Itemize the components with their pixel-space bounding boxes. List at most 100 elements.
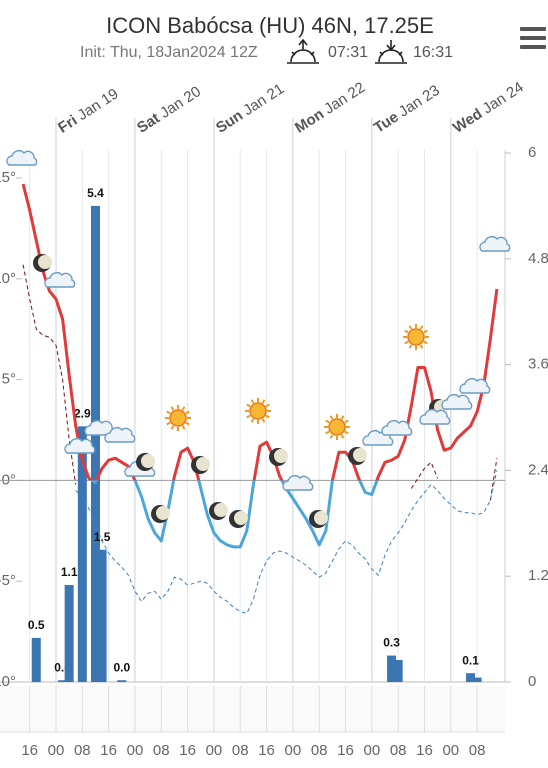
sun-ray xyxy=(166,421,171,426)
x-tick-label: 08 xyxy=(74,742,91,759)
sun-ray xyxy=(325,430,330,435)
moon-icon xyxy=(151,505,170,523)
cloud-icon xyxy=(44,272,76,288)
cloud-icon xyxy=(459,378,491,394)
menu-button[interactable] xyxy=(520,27,546,49)
moon-lit xyxy=(196,457,210,471)
sun-ray xyxy=(423,340,428,345)
sun-ray xyxy=(408,325,413,330)
cloud-shape xyxy=(104,427,136,443)
moon-icon xyxy=(348,447,367,465)
chart-title: ICON Babócsa (HU) 46N, 17.25E xyxy=(106,13,434,38)
sun-ray xyxy=(423,329,428,334)
moon-lit xyxy=(274,449,288,463)
moon-lit xyxy=(234,511,248,525)
sunset-icon xyxy=(375,40,407,64)
precip-bar xyxy=(77,426,87,682)
x-tick-label: 16 xyxy=(337,742,354,759)
sun-icon xyxy=(324,414,350,440)
cloud-icon xyxy=(419,409,451,425)
day-date: Jan 19 xyxy=(75,85,122,124)
x-tick-label: 08 xyxy=(469,742,486,759)
sun-ray xyxy=(250,399,255,404)
precip-bar xyxy=(90,205,100,682)
cloud-shape xyxy=(6,150,38,166)
x-tick-label: 00 xyxy=(363,742,380,759)
precip-bar xyxy=(31,637,41,682)
precip-bar xyxy=(58,680,68,682)
sun-disc xyxy=(328,418,346,436)
precip-label: 1.5 xyxy=(94,530,111,544)
y2-tick-label: 3.6 xyxy=(528,356,548,373)
y-tick-label: -10° xyxy=(0,673,16,690)
day-name: Fri xyxy=(55,112,80,137)
sun-ray xyxy=(166,410,171,415)
moon-lit xyxy=(314,511,328,525)
moon-icon xyxy=(269,448,288,466)
sun-ray xyxy=(344,430,349,435)
moon-icon xyxy=(209,502,228,520)
y2-tick-label: 6 xyxy=(528,144,536,161)
sun-ray xyxy=(329,434,334,439)
day-name: Sat xyxy=(134,110,163,137)
moon-lit xyxy=(141,454,155,468)
y2-tick-label: 2.4 xyxy=(528,461,548,478)
sun-ray xyxy=(329,415,334,420)
day-name: Sun xyxy=(213,107,246,137)
cloud-icon xyxy=(282,475,314,491)
x-tick-label: 16 xyxy=(100,742,117,759)
moon-lit xyxy=(353,448,367,462)
cloud-shape xyxy=(44,272,76,288)
day-name: Wed xyxy=(450,105,486,136)
sun-ray xyxy=(185,421,190,426)
y-tick-label: 10° xyxy=(0,270,16,287)
x-tick-label: 08 xyxy=(153,742,170,759)
sun-ray xyxy=(170,406,175,411)
x-tick-label: 08 xyxy=(311,742,328,759)
precip-label: 1.1 xyxy=(61,565,78,579)
y-tick-label: 5° xyxy=(2,371,16,388)
moon-lit xyxy=(214,503,228,517)
chart-subtitle: Init: Thu, 18Jan2024 12Z xyxy=(80,44,258,61)
sun-ray xyxy=(250,418,255,423)
cloud-shape xyxy=(459,378,491,394)
sun-ray xyxy=(265,414,270,419)
x-tick-label: 00 xyxy=(127,742,144,759)
sun-disc xyxy=(169,409,187,427)
x-tick-label: 00 xyxy=(206,742,223,759)
y-tick-label: 0° xyxy=(2,471,16,488)
moon-icon xyxy=(191,456,210,474)
sun-icon xyxy=(165,405,191,431)
moon-icon xyxy=(33,254,52,272)
y2-tick-label: 0 xyxy=(528,673,536,690)
sun-icon xyxy=(245,398,271,424)
sun-ray xyxy=(408,344,413,349)
precip-label: 0.0 xyxy=(113,660,130,674)
day-name: Mon xyxy=(292,106,327,137)
sunrise-icon xyxy=(287,38,319,64)
sun-ray xyxy=(419,325,424,330)
cloud-shape xyxy=(64,438,96,454)
y2-tick-label: 4.8 xyxy=(528,250,548,267)
sun-ray xyxy=(261,399,266,404)
day-label: SatJan 20 xyxy=(134,83,204,137)
dashed-line xyxy=(75,470,498,615)
sun-ray xyxy=(261,418,266,423)
moon-icon xyxy=(309,510,328,528)
moon-lit xyxy=(156,506,170,520)
sun-ray xyxy=(246,414,251,419)
snowcloud-icon xyxy=(104,427,136,443)
sun-ray xyxy=(419,344,424,349)
day-label: SunJan 21 xyxy=(213,80,287,136)
sun-ray xyxy=(344,419,349,424)
sun-ray xyxy=(265,403,270,408)
precip-bar xyxy=(387,655,397,682)
day-date: Jan 24 xyxy=(480,79,527,118)
sun-ray xyxy=(181,406,186,411)
sunset-time: 16:31 xyxy=(413,44,453,61)
cloud-shape xyxy=(419,409,451,425)
x-tick-label: 16 xyxy=(258,742,275,759)
x-tick-label: 00 xyxy=(48,742,65,759)
wind-row xyxy=(0,686,505,732)
